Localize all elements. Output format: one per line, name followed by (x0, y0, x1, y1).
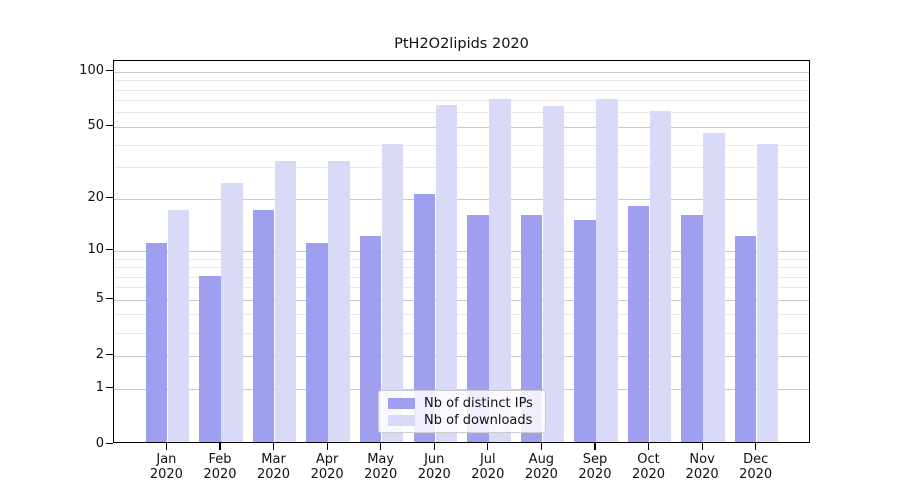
bar-downloads-Feb (221, 183, 243, 442)
x-tick-Jan (165, 442, 167, 450)
x-tick-label-Aug: Aug 2020 (524, 452, 558, 482)
bar-distinct-ips-Feb (199, 275, 221, 442)
gridline-minor-40 (114, 144, 809, 146)
bar-distinct-ips-Jan (145, 242, 168, 442)
gridline-5 (114, 299, 809, 301)
y-tick-2 (106, 354, 113, 356)
legend-item-distinct-ips: Nb of distinct IPs (388, 396, 536, 411)
x-tick-Mar (272, 442, 275, 450)
gridline-minor-70 (114, 100, 809, 102)
x-tick-label-Mar: Mar 2020 (256, 452, 291, 482)
bar-downloads-Jun (435, 105, 457, 442)
x-tick-label-Dec: Dec 2020 (739, 452, 773, 482)
gridline-minor-8 (114, 267, 809, 268)
gridline-minor-60 (114, 112, 809, 114)
gridline-minor-3 (114, 332, 809, 334)
bar-distinct-ips-Jun (413, 193, 435, 442)
bar-downloads-Aug (542, 106, 565, 442)
x-tick-Sep (594, 442, 596, 450)
bar-distinct-ips-Mar (252, 210, 275, 442)
bar-downloads-Sep (596, 99, 618, 442)
y-tick-100 (106, 70, 113, 72)
x-tick-Jun (433, 442, 435, 450)
y-tick-20 (106, 196, 113, 199)
legend: Nb of distinct IPs Nb of downloads (378, 390, 546, 433)
y-tick-label-20: 20 (87, 189, 104, 205)
y-tick-label-1: 1 (95, 379, 104, 395)
bar-distinct-ips-Nov (681, 214, 703, 442)
bar-downloads-Apr (328, 161, 350, 442)
chart-title: PtH2O2lipids 2020 (394, 36, 529, 52)
y-tick-1 (106, 386, 113, 389)
gridline-100 (114, 71, 809, 73)
y-tick-label-50: 50 (87, 117, 104, 133)
gridline-10 (114, 250, 809, 252)
bar-distinct-ips-Sep (574, 219, 596, 442)
bar-downloads-Oct (649, 111, 672, 442)
x-tick-label-May: May 2020 (364, 452, 398, 482)
x-tick-Feb (219, 442, 221, 450)
bar-distinct-ips-Oct (627, 205, 650, 442)
gridline-1 (114, 388, 809, 390)
bar-distinct-ips-Apr (306, 242, 328, 442)
x-tick-label-Apr: Apr 2020 (310, 452, 344, 482)
x-tick-Nov (701, 442, 703, 450)
gridline-2 (114, 355, 809, 357)
gridline-minor-80 (114, 89, 809, 91)
gridline-20 (114, 198, 809, 200)
gridline-minor-4 (114, 314, 809, 316)
plot-area (113, 60, 810, 443)
x-tick-May (380, 442, 382, 450)
bar-downloads-Jul (489, 99, 511, 442)
y-tick-label-0: 0 (95, 435, 104, 451)
y-tick-label-5: 5 (95, 290, 104, 306)
x-tick-Aug (540, 442, 542, 450)
bar-downloads-May (381, 143, 404, 442)
x-tick-label-Nov: Nov 2020 (685, 452, 719, 482)
y-tick-0 (106, 442, 113, 445)
gridline-minor-6 (114, 287, 809, 289)
bar-distinct-ips-May (359, 236, 382, 442)
legend-label-distinct-ips: Nb of distinct IPs (424, 395, 533, 411)
x-tick-Apr (326, 442, 328, 450)
bar-distinct-ips-Dec (734, 236, 757, 442)
gridline-minor-7 (114, 276, 809, 278)
x-tick-label-Jan: Jan 2020 (149, 452, 183, 482)
gridline-50 (114, 126, 809, 128)
y-tick-label-100: 100 (79, 62, 104, 78)
x-tick-label-Sep: Sep 2020 (578, 452, 612, 482)
legend-item-downloads: Nb of downloads (388, 413, 536, 428)
gridline-minor-30 (114, 167, 809, 169)
bar-downloads-Mar (274, 161, 297, 442)
x-tick-label-Jun: Jun 2020 (417, 452, 451, 482)
x-tick-Dec (755, 442, 757, 450)
x-tick-Oct (647, 442, 650, 450)
bar-distinct-ips-Jul (467, 214, 489, 442)
legend-swatch-downloads (388, 414, 415, 426)
bar-distinct-ips-Aug (520, 214, 543, 442)
gridline-minor-9 (114, 258, 809, 260)
legend-swatch-distinct-ips (388, 397, 415, 409)
bar-downloads-Jan (167, 210, 190, 442)
y-tick-label-10: 10 (87, 241, 104, 257)
y-tick-50 (106, 125, 113, 127)
bar-downloads-Nov (703, 132, 725, 442)
x-tick-label-Jul: Jul 2020 (471, 452, 505, 482)
x-tick-label-Oct: Oct 2020 (631, 452, 666, 482)
bar-downloads-Dec (756, 143, 779, 442)
y-tick-10 (106, 249, 113, 251)
legend-label-downloads: Nb of downloads (424, 412, 533, 428)
y-tick-label-2: 2 (95, 346, 104, 362)
gridline-minor-90 (114, 80, 809, 82)
x-tick-Jul (487, 442, 489, 450)
x-tick-label-Feb: Feb 2020 (203, 452, 237, 482)
y-tick-5 (106, 298, 113, 300)
